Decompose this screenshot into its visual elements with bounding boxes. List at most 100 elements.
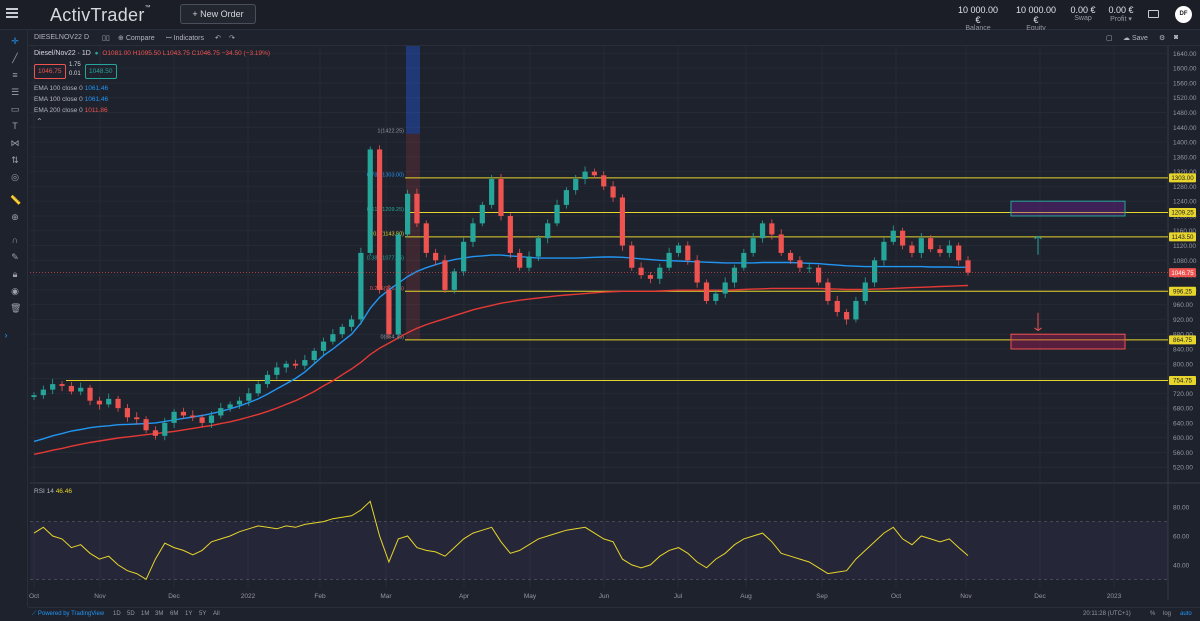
trendline-icon[interactable]: ╱	[12, 53, 18, 63]
interval-selector[interactable]: D	[84, 34, 90, 41]
undo-icon[interactable]: ↶	[215, 35, 221, 42]
profit-stat[interactable]: 0.00 € Profit ▾	[1108, 5, 1134, 23]
save-button[interactable]: ☁ Save	[1123, 35, 1148, 42]
time-tick-label: Jul	[674, 593, 683, 600]
crosshair-icon[interactable]: ✛	[11, 36, 19, 46]
trash-icon[interactable]: 🗑︎	[10, 303, 22, 313]
time-tick-label: May	[524, 593, 537, 600]
price-tick-label: 1360.00	[1173, 154, 1197, 161]
candle-body	[180, 411, 187, 416]
rsi-band	[30, 521, 1168, 580]
buy-price-button[interactable]: 1048.50	[85, 64, 117, 79]
pattern-icon[interactable]: ⋈	[10, 138, 20, 148]
range-6m[interactable]: 6M	[170, 611, 179, 617]
legend-ema3[interactable]: EMA 200 close 0 1011.86	[34, 107, 108, 114]
stay-drawing-icon[interactable]: ✎	[11, 252, 19, 262]
legend-main: Diesel/Nov22 · 1D ● O1081.00 H1095.50 L1…	[34, 50, 270, 57]
price-label: 1046.75	[1171, 270, 1194, 277]
price-tick-label: 1400.00	[1173, 140, 1197, 147]
candle-body	[274, 367, 280, 375]
auto-toggle[interactable]: auto	[1180, 611, 1192, 617]
camera-icon[interactable]: ◙	[1174, 34, 1179, 41]
range-3m[interactable]: 3M	[155, 611, 164, 617]
log-toggle[interactable]: log	[1163, 611, 1172, 617]
chart-type-icon[interactable]: ▯▯	[102, 35, 110, 42]
ruler-icon[interactable]: 📏	[10, 195, 22, 205]
candle-body	[507, 215, 513, 253]
candle-body	[348, 319, 355, 327]
candle-body	[554, 204, 560, 224]
mail-icon[interactable]	[1148, 10, 1159, 18]
app-logo: ActivTrader™	[50, 5, 151, 25]
range-1y[interactable]: 1Y	[185, 611, 193, 617]
price-label: 1209.25	[1171, 210, 1194, 217]
candle-body	[320, 341, 327, 351]
compare-button[interactable]: ⊕ Compare	[118, 35, 155, 42]
rectangle-icon[interactable]: ▭	[10, 104, 20, 114]
new-order-button[interactable]: + New Order	[180, 4, 256, 24]
symbol-search[interactable]: DIESELNOV22	[34, 34, 82, 41]
time-tick-label: Dec	[168, 593, 180, 600]
candle-body	[451, 271, 457, 290]
price-label: 1303.00	[1171, 175, 1194, 182]
avatar[interactable]: DF	[1175, 6, 1192, 23]
prediction-icon[interactable]: ⇅	[11, 155, 19, 165]
pitchfork-icon[interactable]: ≡	[12, 70, 18, 80]
range-5d[interactable]: 5D	[127, 611, 135, 617]
range-1d[interactable]: 1D	[113, 611, 121, 617]
candle-body	[563, 190, 569, 205]
fib-label: 0.382(1077.75)	[367, 256, 404, 262]
candle-body	[405, 193, 411, 235]
range-5y[interactable]: 5Y	[199, 611, 207, 617]
redo-icon[interactable]: ↷	[229, 35, 235, 42]
collapse-legend-icon[interactable]: ⌃	[36, 117, 43, 126]
chevron-down-icon: ▾	[1128, 16, 1132, 23]
candle-body	[386, 289, 392, 335]
menu-icon[interactable]	[6, 8, 18, 20]
magnet-icon[interactable]: ∩	[11, 235, 19, 245]
candle-body	[517, 252, 523, 268]
zoom-icon[interactable]: ⊕	[11, 212, 19, 222]
text-icon[interactable]: T	[12, 121, 18, 131]
spread-bottom: 0.01	[69, 71, 81, 77]
legend-ema2[interactable]: EMA 100 close 0 1061.46	[34, 96, 109, 103]
range-all[interactable]: All	[213, 611, 220, 617]
ema100-line	[33, 254, 969, 443]
price-label-bg	[1169, 208, 1196, 218]
candle-body	[208, 415, 215, 423]
percent-toggle[interactable]: %	[1150, 611, 1156, 617]
tradingview-logo[interactable]: ⟋ Powered by TradingView	[32, 611, 105, 617]
candle-body	[330, 334, 336, 342]
candle-body	[601, 175, 607, 187]
sell-price-button[interactable]: 1046.75	[34, 64, 66, 79]
price-label: 1143.50	[1172, 234, 1194, 241]
settings-icon[interactable]: ⚙	[1159, 35, 1166, 42]
expand-chevron-icon[interactable]: ›	[4, 330, 8, 340]
legend-ema1[interactable]: EMA 100 close 0 1061.46	[34, 85, 109, 92]
time-tick-label: Sep	[816, 593, 828, 600]
range-1m[interactable]: 1M	[141, 611, 150, 617]
legend-symbol[interactable]: Diesel/Nov22 · 1D	[34, 50, 91, 57]
price-tick-label: 960.00	[1173, 302, 1193, 309]
shapes-icon[interactable]: ◎	[11, 172, 19, 182]
legend-rsi[interactable]: RSI 14 46.46	[34, 488, 72, 495]
time-tick-label: Aug	[740, 593, 752, 600]
indicators-icon: ꟷ	[166, 35, 172, 42]
lock-icon[interactable]: 🔒︎	[12, 269, 18, 279]
indicators-button[interactable]: ꟷ Indicators	[166, 35, 205, 42]
candle-body	[834, 300, 840, 313]
price-tick-label: 640.00	[1173, 420, 1193, 427]
fib-icon[interactable]: ☰	[10, 87, 20, 97]
eye-icon[interactable]: ◉	[11, 286, 19, 296]
candle-body	[339, 326, 345, 335]
candle-body	[946, 245, 952, 253]
candle-body	[928, 238, 934, 250]
candle-body	[722, 282, 728, 294]
candle-body	[96, 400, 102, 405]
fullscreen-icon[interactable]: ▢	[1106, 35, 1113, 42]
candle-body	[675, 245, 682, 253]
time-tick-label: Oct	[29, 593, 39, 600]
candle-body	[862, 282, 868, 301]
candle-body	[78, 387, 84, 392]
